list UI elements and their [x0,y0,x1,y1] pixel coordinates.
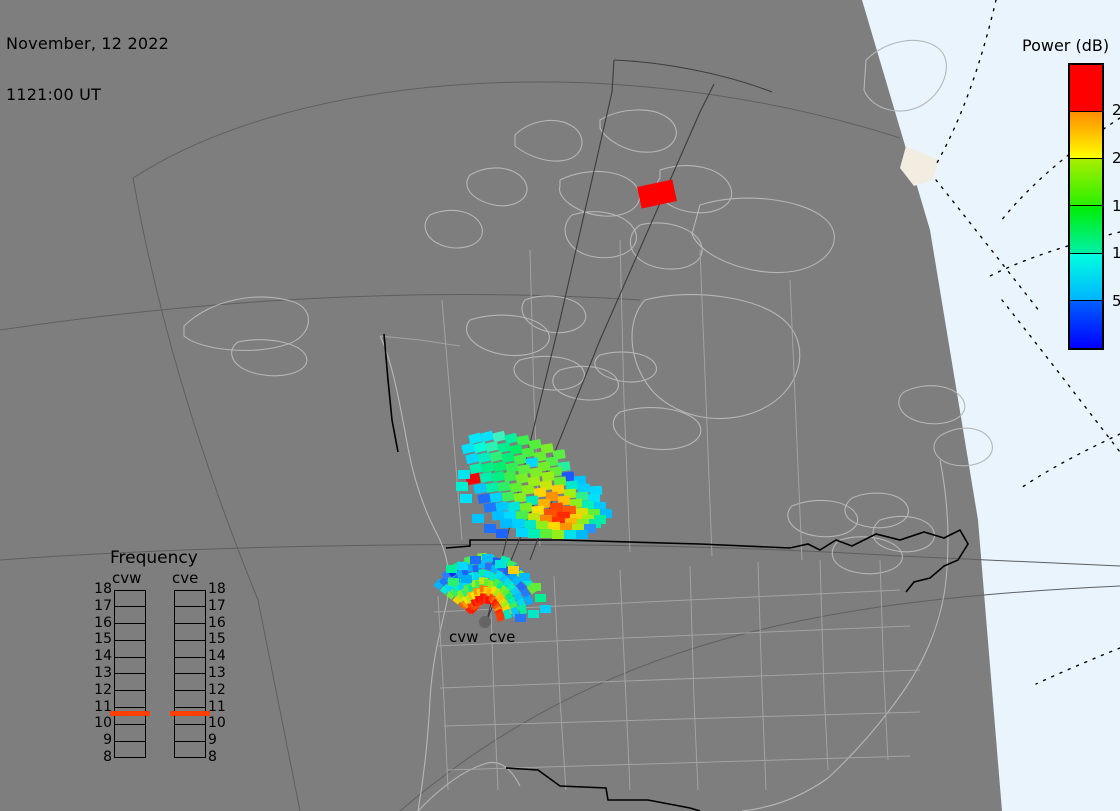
frequency-column-cve[interactable] [174,590,206,758]
frequency-axis-label-cvw-16: 16 [94,614,112,631]
timestamp-block: November, 12 2022 1121:00 UT [6,1,169,137]
international-borders [383,333,969,811]
frequency-gridline-14 [175,656,205,658]
magnetic-grid-dotted [933,0,1120,685]
colorbar-gradient-box [1068,63,1104,350]
frequency-axis-label-cve-11: 11 [208,698,226,715]
frequency-gridline-14 [115,656,145,658]
frequency-gridline-17 [115,606,145,608]
colorbar-tick-10: 10 [1112,244,1120,263]
frequency-axis-label-cvw-14: 14 [94,648,112,665]
frequency-gridline-10 [175,723,205,725]
frequency-gridline-15 [115,639,145,641]
frequency-axis-label-cvw-13: 13 [94,665,112,681]
frequency-column-cvw[interactable] [114,590,146,758]
frequency-axis-label-cve-13: 13 [208,665,226,681]
frequency-gridline-11 [175,707,205,708]
colorbar-segment-1 [1070,112,1102,160]
frequency-panel[interactable]: Frequency cvw 18 17 16 15 14 13 12 11 10 9 8 cve 18 17… [86,548,246,788]
frequency-gridline-12 [175,690,205,692]
frequency-axis-label-cvw-10: 10 [94,715,112,732]
colorbar-title: Power (dB) [1022,36,1110,55]
colorbar-tick-5: 5 [1112,292,1120,311]
frequency-gridline-16 [115,623,145,624]
date-label: November, 12 2022 [6,34,169,53]
frequency-gridline-12 [115,690,145,692]
frequency-axis-label-cve-8: 8 [208,749,217,765]
map-label-cve: cve [489,628,516,646]
colorbar-segment-0 [1070,65,1102,113]
frequency-gridline-13 [115,673,145,675]
frequency-gridline-15 [175,639,205,641]
colorbar-tick-25: 25 [1112,100,1120,119]
frequency-axis-label-cve-17: 17 [208,597,226,614]
frequency-gridline-11 [115,707,145,708]
map-night-region [862,0,1120,811]
radar-site-marker[interactable] [479,616,491,628]
frequency-axis-label-cvw-15: 15 [94,631,112,648]
frequency-marker-cve [170,710,210,716]
coastlines [183,39,993,811]
map-label-cvw: cvw [449,628,479,646]
map-graticule [0,81,1120,811]
colorbar-tick-15: 15 [1112,196,1120,215]
frequency-gridline-17 [175,606,205,608]
scatter-cluster-far-range [456,430,612,539]
frequency-axis-label-cve-9: 9 [208,732,217,749]
frequency-gridline-13 [175,673,205,675]
state-borders [379,239,921,791]
frequency-gridline-10 [115,723,145,725]
time-label: 1121:00 UT [6,85,102,104]
scatter-cluster-near-range [433,552,551,622]
colorbar-segment-2 [1070,159,1102,207]
frequency-axis-label-cve-10: 10 [208,715,226,732]
scatter-far-north-patch [637,179,677,209]
frequency-axis-label-cvw-11: 11 [94,698,112,715]
frequency-axis-label-cvw-9: 9 [103,732,112,749]
frequency-gridline-9 [175,740,205,742]
frequency-axis-label-cve-18: 18 [208,581,226,597]
colorbar-segment-3 [1070,206,1102,254]
frequency-column-name-cve: cve [172,569,199,587]
frequency-axis-label-cve-16: 16 [208,614,226,631]
terminator-wedge [900,146,938,186]
frequency-gridline-9 [115,740,145,742]
frequency-title: Frequency [110,548,198,568]
colorbar-segment-4 [1070,253,1102,301]
frequency-axis-label-cve-15: 15 [208,631,226,648]
frequency-axis-label-cvw-17: 17 [94,597,112,614]
frequency-gridline-16 [175,623,205,624]
frequency-marker-cvw [110,710,150,716]
frequency-axis-label-cvw-18: 18 [94,581,112,597]
frequency-axis-label-cvw-12: 12 [94,681,112,698]
colorbar-tick-20: 20 [1112,148,1120,167]
frequency-axis-label-cve-14: 14 [208,648,226,665]
frequency-axis-label-cvw-8: 8 [103,749,112,765]
colorbar-segment-5 [1070,300,1102,348]
frequency-column-name-cvw: cvw [112,569,142,587]
frequency-axis-label-cve-12: 12 [208,681,226,698]
